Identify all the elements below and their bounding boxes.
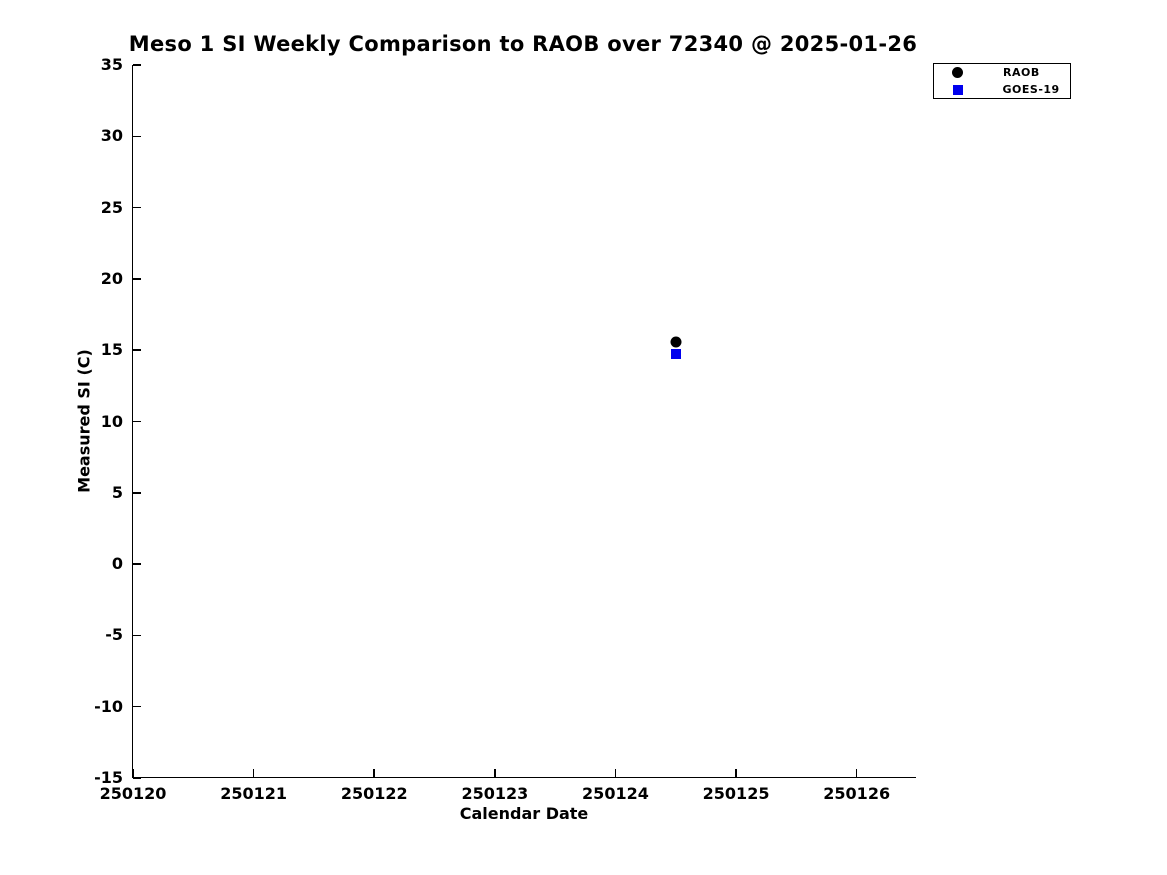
y-tick-label: 10 <box>100 411 123 431</box>
y-tick-mark <box>133 135 141 138</box>
x-tick-label: 250120 <box>99 784 167 803</box>
x-tick-mark <box>614 769 617 777</box>
legend-label-raob: RAOB <box>1003 66 1040 79</box>
y-tick-mark <box>133 64 141 66</box>
y-tick-label: 15 <box>100 340 123 360</box>
plot-area: 35 30 25 20 15 10 5 0 -5 -10 -15 250120 250121 250122… <box>94 55 916 803</box>
legend-item-goes-19: GOES-19 <box>934 81 1070 98</box>
x-tick-label: 250121 <box>220 784 287 803</box>
x-tick-mark <box>132 769 134 777</box>
y-tick-label: 30 <box>100 126 123 146</box>
y-tick-label: 0 <box>111 554 123 574</box>
y-tick-label: 35 <box>100 55 123 74</box>
x-tick-mark <box>735 769 737 777</box>
data-point-goes-19 <box>670 348 681 359</box>
x-tick-mark <box>494 769 496 777</box>
y-tick-mark <box>133 563 141 565</box>
y-tick-label: -10 <box>94 696 123 716</box>
y-tick-mark <box>133 492 141 494</box>
x-tick-label: 250126 <box>823 784 891 803</box>
legend-label-goes-19: GOES-19 <box>1002 83 1060 96</box>
y-tick-label: -5 <box>105 625 123 645</box>
y-tick-mark <box>133 777 141 779</box>
x-axis-label: Calendar Date <box>459 804 589 823</box>
chart-title: Meso 1 SI Weekly Comparison to RAOB over… <box>128 32 918 56</box>
x-tick-label: 250122 <box>340 784 408 803</box>
y-tick-label: 25 <box>100 197 123 217</box>
y-tick-label: -15 <box>94 768 123 787</box>
y-tick-mark <box>133 206 141 209</box>
y-tick-mark <box>133 278 141 280</box>
y-tick-mark <box>133 349 141 351</box>
square-marker-icon <box>952 84 963 95</box>
y-tick-label: 5 <box>111 482 123 502</box>
legend-item-raob: RAOB <box>934 64 1070 81</box>
y-tick-mark <box>133 634 141 637</box>
y-tick-mark <box>133 420 141 423</box>
x-tick-label: 250124 <box>582 784 649 803</box>
x-tick-mark <box>855 769 858 777</box>
data-point-raob <box>670 336 682 348</box>
y-tick-mark <box>133 705 141 708</box>
x-tick-mark <box>373 769 375 777</box>
legend: RAOB GOES-19 <box>933 63 1071 99</box>
circle-marker-icon <box>952 67 963 78</box>
x-tick-label: 250123 <box>461 784 529 803</box>
y-tick-label: 20 <box>100 268 123 288</box>
x-tick-mark <box>252 769 255 777</box>
x-tick-label: 250125 <box>702 784 770 803</box>
